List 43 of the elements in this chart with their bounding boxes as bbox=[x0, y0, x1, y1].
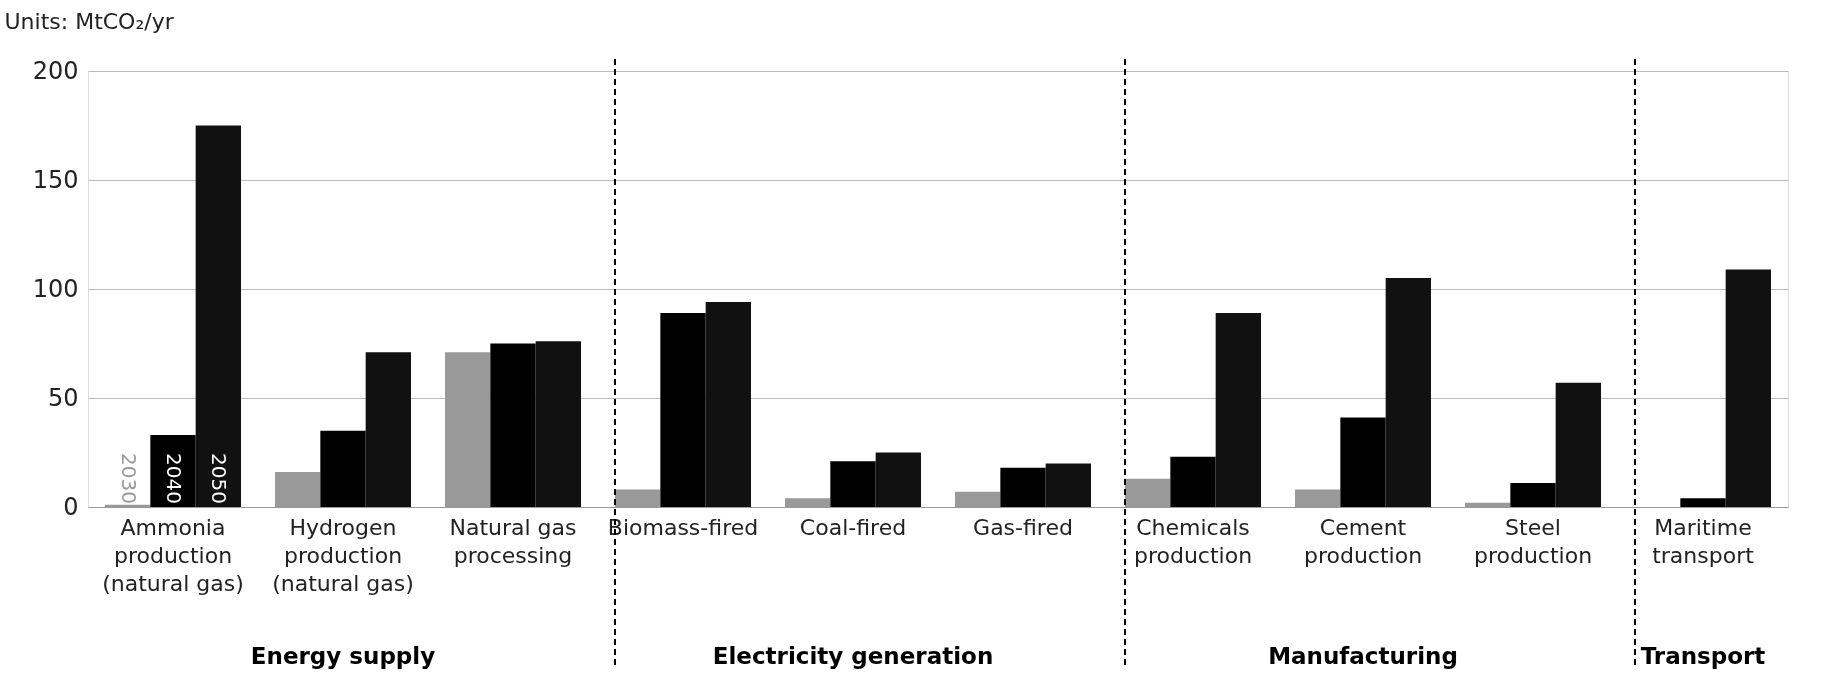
text: Transport bbox=[1640, 643, 1766, 669]
x-tick-label: Ammonia production (natural gas) bbox=[102, 514, 244, 596]
x-tick-label: Coal-fired bbox=[799, 514, 907, 540]
series-label: 2050 bbox=[207, 453, 232, 504]
x-tick-label: Biomass-fired bbox=[607, 514, 759, 540]
bar bbox=[1170, 456, 1216, 507]
y-tick-label: 100 bbox=[32, 274, 79, 303]
bar bbox=[365, 352, 411, 507]
text: Electricity generation bbox=[712, 643, 994, 669]
y-tick-label: 50 bbox=[47, 383, 79, 412]
x-tick-label: Cement production bbox=[1303, 514, 1423, 568]
bar bbox=[1510, 483, 1556, 507]
text: Energy supply bbox=[250, 643, 436, 669]
y-tick-label: 200 bbox=[32, 56, 79, 85]
bar bbox=[660, 312, 706, 507]
bar bbox=[705, 302, 751, 507]
bar bbox=[535, 341, 581, 507]
bar bbox=[1725, 269, 1771, 507]
x-tick-label: Hydrogen production (natural gas) bbox=[272, 514, 414, 596]
x-tick-label: Natural gas processing bbox=[449, 514, 577, 568]
bar bbox=[150, 435, 196, 507]
bar bbox=[1340, 417, 1386, 507]
bar bbox=[830, 461, 876, 507]
x-tick-label: Steel production bbox=[1473, 514, 1593, 568]
bar bbox=[320, 430, 366, 507]
bar bbox=[490, 343, 536, 507]
x-tick-label: Gas-fired bbox=[973, 514, 1073, 540]
y-axis-title: Units: MtCO₂/yr bbox=[4, 8, 175, 34]
x-tick-label: Chemicals production bbox=[1133, 514, 1253, 568]
bar bbox=[1555, 382, 1601, 507]
bar bbox=[1385, 278, 1431, 507]
bar bbox=[1680, 498, 1726, 507]
series-label: 2040 bbox=[162, 453, 186, 504]
bar bbox=[195, 125, 241, 507]
bar bbox=[875, 452, 921, 507]
bar bbox=[1045, 463, 1091, 507]
text: 2030 bbox=[116, 453, 141, 504]
text: Manufacturing bbox=[1268, 643, 1458, 669]
y-tick-label: 150 bbox=[32, 165, 79, 194]
y-tick-label: 0 bbox=[63, 492, 79, 521]
x-tick-label: Maritime transport bbox=[1652, 514, 1755, 568]
bar bbox=[1215, 312, 1261, 507]
bar bbox=[1000, 467, 1046, 507]
